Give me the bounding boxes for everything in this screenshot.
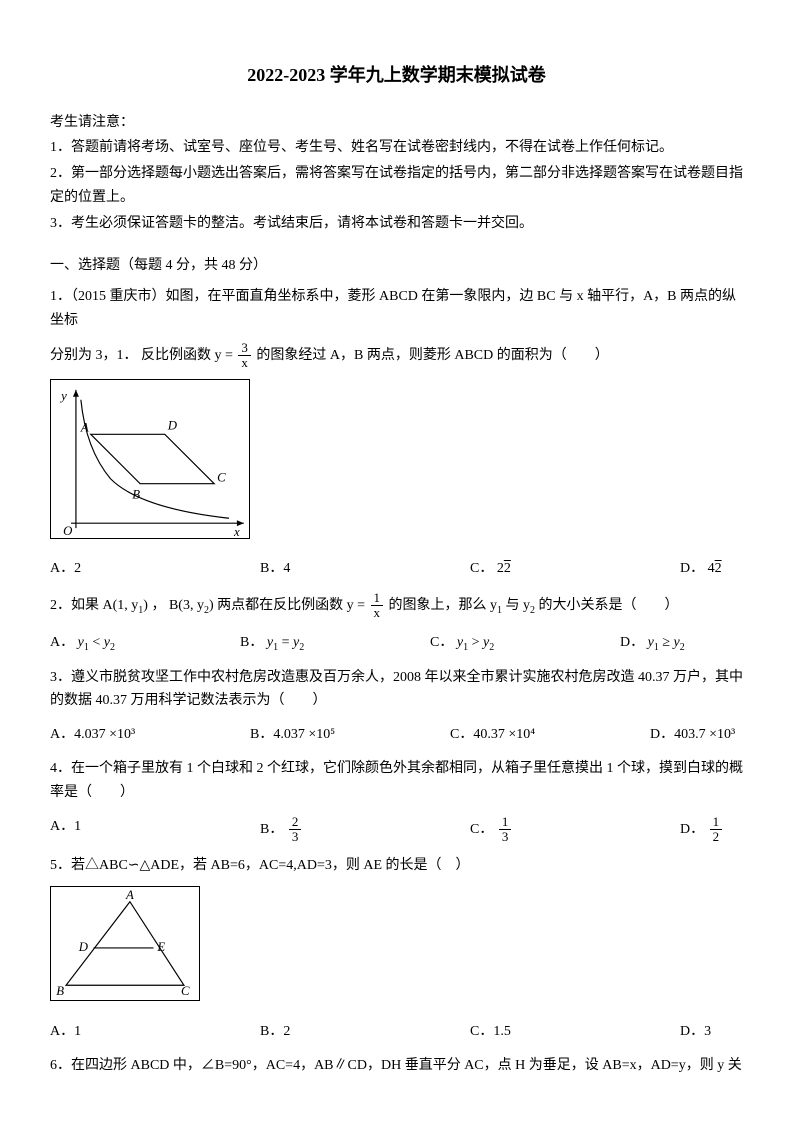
q1-fraction: 3 x [238,341,251,371]
q1-text2b: 的图象经过 A，B 两点，则菱形 ABCD 的面积为（ ） [256,348,608,363]
q4-optb-pre: B． [260,822,283,837]
q3-option-c: C．40.37 ×10⁴ [450,723,590,747]
question-4: 4．在一个箱子里放有 1 个白球和 2 个红球，它们除颜色外其余都相同，从箱子里… [50,757,743,844]
q3-option-b: B．4.037 ×10⁵ [250,723,390,747]
q2-t1b: ) ， B(3, y [143,598,204,613]
q3-option-d: D．403.7 ×10³ [650,723,735,747]
q5-label-A: A [125,888,134,902]
q2-frac-num: 1 [371,591,384,606]
question-6: 6．在四边形 ABCD 中，∠B=90°，AC=4，AB∥CD，DH 垂直平分 … [50,1054,743,1078]
q4-option-a: A．1 [50,815,200,845]
q2-frac-den: x [371,606,384,620]
q1-option-c: C． 22 2√2 [470,557,620,581]
q5-label-B: B [56,984,64,998]
question-1: 1．（2015 重庆市）如图，在平面直角坐标系中，菱形 ABCD 在第一象限内，… [50,285,743,581]
q5-option-d: D．3 [680,1020,711,1044]
section-1-header: 一、选择题（每题 4 分，共 48 分） [50,254,743,278]
question-1-line2: 分别为 3，1． 反比例函数 y = 3 x 的图象经过 A，B 两点，则菱形 … [50,341,743,371]
q4-option-c: C． 1 3 [470,815,620,845]
q1-options: A．2 B．4 C． 22 2√2 D． 42 4√2 [50,557,743,581]
q4-optd-pre: D． [680,822,704,837]
q2-fraction: 1 x [371,591,384,621]
q1-frac-num: 3 [238,341,251,356]
q5-label-D: D [78,940,89,954]
q1-label-A: A [80,420,89,434]
q2-option-d: D． y1 ≥ y2 y₁ ≥ y₂ [620,631,685,656]
q4-optc-den: 3 [499,830,512,844]
q1-label-D: D [167,418,178,432]
q2-t1f: 的大小关系是（ ） [535,598,679,613]
q4-optb-frac: 2 3 [289,815,302,845]
q4-option-d: D． 1 2 [680,815,724,845]
q2-optb-pre: B． [240,635,263,650]
q1-label-C: C [217,470,226,484]
q2-t1e: 与 y [502,598,530,613]
q3-text: 3．遵义市脱贫攻坚工作中农村危房改造惠及百万余人，2008 年以来全市累计实施农… [50,666,743,714]
question-1-line1: 1．（2015 重庆市）如图，在平面直角坐标系中，菱形 ABCD 在第一象限内，… [50,285,743,333]
instructions-block: 考生请注意： 1．答题前请将考场、试室号、座位号、考生号、姓名写在试卷密封线内，… [50,111,743,236]
q1-frac-den: x [238,356,251,370]
q2-t1a: 2．如果 A(1, y [50,598,138,613]
question-2: 2．如果 A(1, y1) ， B(3, y2) 两点都在反比例函数 y = 1… [50,591,743,655]
q5-option-b: B．2 [260,1020,410,1044]
q6-text: 6．在四边形 ABCD 中，∠B=90°，AC=4，AB∥CD，DH 垂直平分 … [50,1054,743,1078]
q4-options: A．1 B． 2 3 C． 1 3 D． 1 2 [50,815,743,845]
instruction-line-1: 1．答题前请将考场、试室号、座位号、考生号、姓名写在试卷密封线内，不得在试卷上作… [50,136,743,160]
q1-figure: y x O A D C B [50,379,743,548]
instructions-header: 考生请注意： [50,111,743,135]
q1-label-O: O [63,524,72,538]
q4-optc-num: 1 [499,815,512,830]
q5-figure: A B C D E [50,886,743,1010]
q1-optd-pre: D． [680,561,704,576]
q4-optd-den: 2 [710,830,723,844]
q2-option-b: B． y1 = y2 y₁ = y₂ [240,631,370,656]
q4-optb-den: 3 [289,830,302,844]
q2-optd-pre: D． [620,635,644,650]
q5-option-a: A．1 [50,1020,200,1044]
q4-optd-frac: 1 2 [710,815,723,845]
q1-option-a: A．2 [50,557,200,581]
q2-option-c: C． y1 > y2 y₁ > y₂ [430,631,560,656]
q2-t1c: ) 两点都在反比例函数 y = [209,598,369,613]
q1-optc-pre: C． [470,561,493,576]
q2-t1d: 的图象上，那么 y [389,598,498,613]
q2-options: A． y1 < y2 y₁ < y₂ B． y1 = y2 y₁ = y₂ C．… [50,631,743,656]
q1-label-B: B [132,487,140,501]
q2-optc-pre: C． [430,635,453,650]
page-title: 2022-2023 学年九上数学期末模拟试卷 [50,60,743,91]
q2-text: 2．如果 A(1, y1) ， B(3, y2) 两点都在反比例函数 y = 1… [50,591,743,621]
q4-optc-frac: 1 3 [499,815,512,845]
q5-option-c: C．1.5 [470,1020,620,1044]
q1-text2a: 分别为 3，1． 反比例函数 y = [50,348,236,363]
q1-label-x: x [233,525,240,539]
q5-text: 5．若△ABC∽△ADE，若 AB=6，AC=4,AD=3，则 AE 的长是（ … [50,854,743,878]
q5-options: A．1 B．2 C．1.5 D．3 [50,1020,743,1044]
q1-label-y: y [59,388,67,402]
q4-optb-num: 2 [289,815,302,830]
question-3: 3．遵义市脱贫攻坚工作中农村危房改造惠及百万余人，2008 年以来全市累计实施农… [50,666,743,747]
question-5: 5．若△ABC∽△ADE，若 AB=6，AC=4,AD=3，则 AE 的长是（ … [50,854,743,1043]
q4-text: 4．在一个箱子里放有 1 个白球和 2 个红球，它们除颜色外其余都相同，从箱子里… [50,757,743,805]
q1-optc-val: 22 [497,561,511,576]
q3-option-a: A．4.037 ×10³ [50,723,190,747]
q1-option-d: D． 42 4√2 [680,557,722,581]
q4-optc-pre: C． [470,822,493,837]
q4-option-b: B． 2 3 [260,815,410,845]
q4-optd-num: 1 [710,815,723,830]
q5-label-C: C [181,984,190,998]
instruction-line-3: 3．考生必须保证答题卡的整洁。考试结束后，请将本试卷和答题卡一并交回。 [50,212,743,236]
q2-option-a: A． y1 < y2 y₁ < y₂ [50,631,180,656]
q1-option-b: B．4 [260,557,410,581]
q3-options: A．4.037 ×10³ B．4.037 ×10⁵ C．40.37 ×10⁴ D… [50,723,743,747]
q2-opta-pre: A． [50,635,74,650]
instruction-line-2: 2．第一部分选择题每小题选出答案后，需将答案写在试卷指定的括号内，第二部分非选择… [50,162,743,210]
q5-label-E: E [156,940,165,954]
q1-optd-val: 42 [708,561,722,576]
